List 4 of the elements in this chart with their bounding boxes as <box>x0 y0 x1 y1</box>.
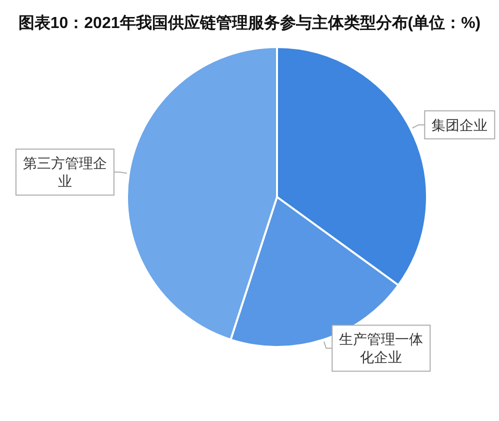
title: 图表10：2021年我国供应链管理服务参与主体类型分布(单位：%) <box>18 15 481 32</box>
slice-label: 集团企业 <box>432 116 488 133</box>
slice-label: 第三方管理企业 <box>22 155 107 190</box>
slice-label: 生产管理一体化企业 <box>339 331 424 366</box>
